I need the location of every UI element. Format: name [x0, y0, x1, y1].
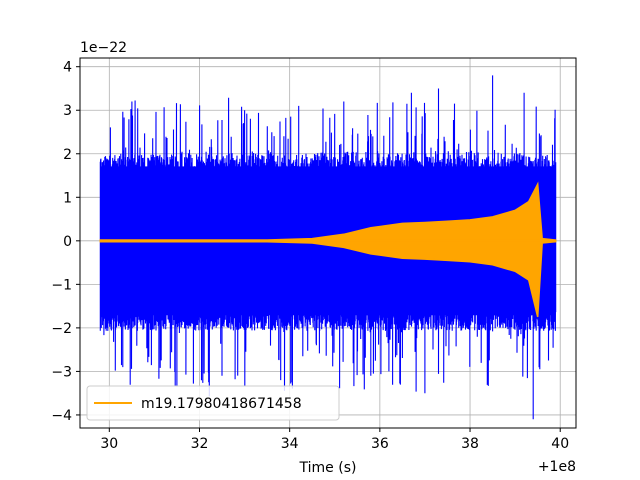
y-tick-label: 3 [63, 103, 72, 119]
plot-frame [79, 57, 577, 429]
x-offset-label: +1e8 [538, 459, 576, 475]
legend-box [86, 385, 340, 421]
y-tick-label: −1 [51, 277, 72, 293]
y-tick-label: 0 [63, 234, 72, 250]
y-tick-label: −2 [51, 321, 72, 337]
x-tick-label: 32 [191, 436, 209, 452]
x-axis-label: Time (s) [299, 460, 357, 476]
x-axis-ticks: 30 32 34 36 38 40 [100, 428, 569, 452]
x-tick-label: 30 [100, 436, 118, 452]
series-template [99, 181, 557, 318]
y-tick-label: 1 [63, 190, 72, 206]
x-tick-label: 36 [371, 436, 389, 452]
x-tick-label: 40 [551, 436, 569, 452]
y-tick-label: −4 [51, 408, 72, 424]
y-axis-ticks: −4 −3 −2 −1 0 1 2 3 4 [51, 60, 80, 424]
x-tick-label: 34 [281, 436, 299, 452]
legend-label: m19.17980418671458 [141, 396, 302, 412]
y-scale-label: 1e−22 [80, 40, 127, 56]
y-tick-label: 2 [63, 147, 72, 163]
y-tick-label: 4 [63, 60, 72, 76]
y-tick-label: −3 [51, 364, 72, 380]
x-tick-label: 38 [461, 436, 479, 452]
legend: m19.17980418671458 [86, 385, 340, 421]
